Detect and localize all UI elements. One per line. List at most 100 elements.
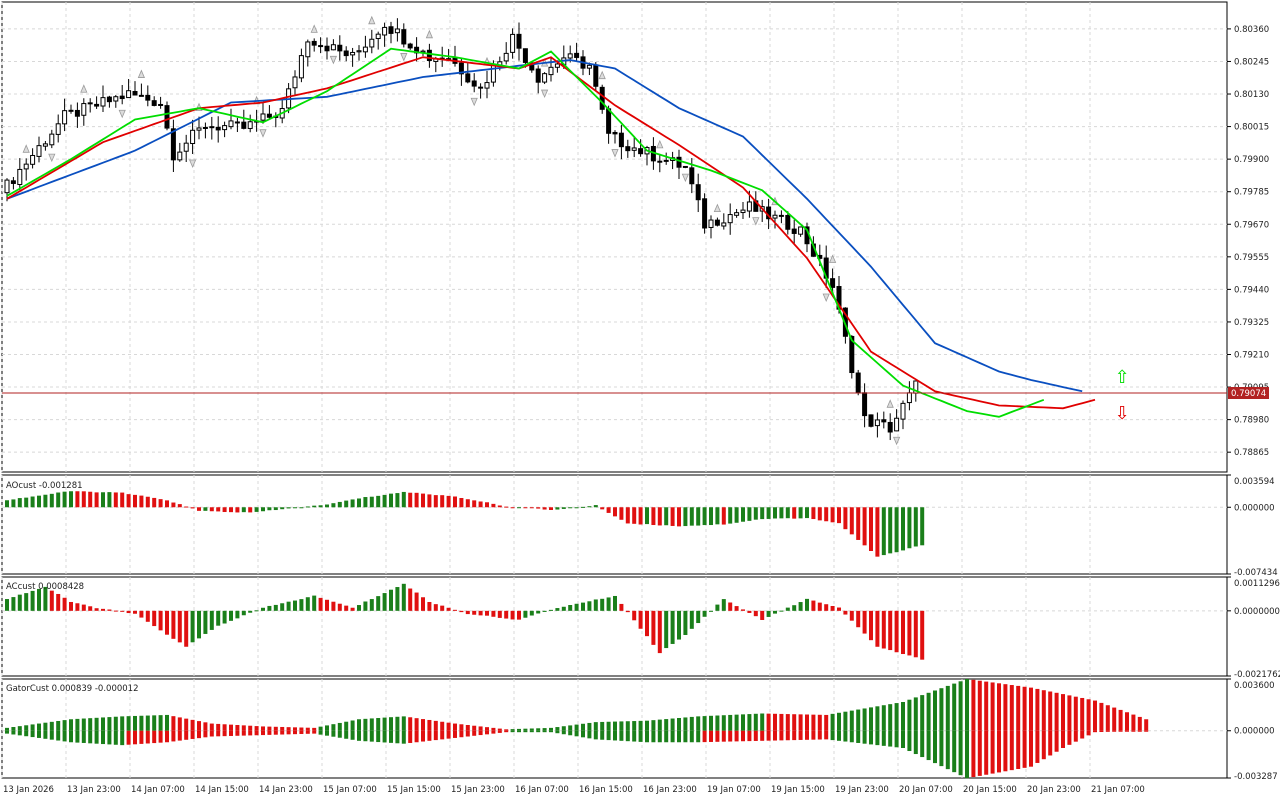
gator-lower-down-bar [1061,730,1065,748]
gator-lower-up-bar [901,730,905,748]
gator-lower-down-bar [203,730,208,738]
gator-lower-up-bar [5,730,9,734]
gator-lower-down-bar [299,730,304,734]
aocust-down-bar [478,501,483,508]
pane-frame-0 [1,1,1228,473]
price-tick-label: 0.79900 [1234,155,1269,165]
fractal-up-icon [310,24,318,33]
bull-candle [548,66,554,76]
gator-lower-down-bar [1144,730,1149,732]
gator-lower-up-bar [689,730,694,743]
accust-down-bar [728,602,733,611]
accust-down-bar [907,610,912,656]
aocust-up-bar [395,493,400,508]
accust-up-bar [197,610,201,639]
bear-candle [522,48,528,63]
accust-down-bar [510,610,515,620]
gator-upper-up-bar [600,721,605,731]
aocust-down-bar [837,507,841,524]
gator-lower-up-bar [632,730,637,742]
gator-lower-down-bar [1093,730,1097,733]
accust-up-bar [574,603,579,611]
gator-upper-down-bar [440,721,445,731]
bear-candle [638,148,644,155]
indicator-series [5,491,1149,779]
accust-down-bar [337,603,342,611]
aocust-down-bar [145,496,150,508]
gator-lower-down-bar [465,730,470,737]
aocust-down-bar [472,500,477,508]
gator-upper-up-bar [913,697,918,731]
aocust-up-bar [805,507,809,519]
accust-down-bar [517,610,521,620]
gator-upper-up-bar [318,726,323,731]
accust-down-bar [145,610,150,622]
gator-upper-down-bar [1041,690,1046,731]
aocust-down-bar [721,507,726,525]
time-tick-label: 16 Jan 15:00 [579,785,633,795]
gator-upper-up-bar [645,720,649,731]
accust-down-bar [491,610,496,617]
bear-candle [426,49,432,62]
gator-lower-up-bar [363,730,368,742]
accust-up-bar [613,595,617,611]
gator-upper-up-bar [542,728,547,731]
gator-lower-down-bar [190,730,195,739]
gator-lower-up-bar [638,730,643,742]
gator-lower-up-bar [331,730,336,737]
accust-down-bar [165,610,169,635]
accust-up-bar [209,610,214,630]
bull-candle [554,63,560,68]
bull-candle [113,96,119,102]
gator-lower-down-bar [158,730,163,743]
bull-candle [183,142,189,152]
bear-candle [516,33,522,49]
gator-upper-up-bar [389,717,393,731]
gator-lower-down-bar [485,730,489,735]
aocust-up-bar [779,507,784,519]
accust-up-bar [190,610,195,643]
gator-upper-up-bar [747,714,752,731]
gator-lower-up-bar [555,730,560,734]
gator-lower-down-bar [414,730,419,743]
aocust-down-bar [184,506,189,508]
indicator-tick-label: 0.000000 [1234,503,1275,513]
accust-up-bar [24,593,29,611]
gator-upper-down-bar [1016,685,1021,731]
aocust-up-bar [888,507,893,554]
time-tick-label: 20 Jan 07:00 [899,785,953,795]
accust-up-bar [267,605,272,611]
gator-lower-down-bar [1099,730,1104,733]
accust-down-bar [830,606,835,611]
gator-upper-down-bar [446,722,451,731]
gator-lower-down-bar [472,730,477,736]
gator-upper-down-bar [280,726,285,731]
accust-up-bar [606,597,611,611]
time-tick-label: 15 Jan 07:00 [323,785,377,795]
gator-upper-up-bar [43,722,48,731]
bear-candle [618,132,624,148]
gator-upper-down-bar [299,727,304,731]
aocust-up-bar [568,507,573,509]
aocust-up-bar [747,507,752,521]
bear-candle [612,131,618,135]
gator-upper-down-bar [414,718,419,731]
gator-lower-up-bar [958,730,963,776]
accust-down-bar [657,610,662,654]
aocust-down-bar [113,492,118,508]
accust-down-bar [344,605,349,611]
gator-upper-up-bar [88,718,93,731]
gator-upper-up-bar [529,728,534,731]
gator-lower-down-bar [702,730,707,743]
gator-upper-down-bar [293,727,297,731]
bull-candle [318,45,324,48]
gator-lower-up-bar [677,730,681,743]
gator-lower-up-bar [593,730,598,740]
time-axis: 13 Jan 2026 13 Jan 23:00 14 Jan 07:00 14 Ja… [3,785,1145,795]
aocust-up-bar [696,507,701,526]
accust-up-bar [549,609,553,611]
gator-lower-down-bar [1131,730,1136,732]
gator-upper-down-bar [1131,714,1136,731]
